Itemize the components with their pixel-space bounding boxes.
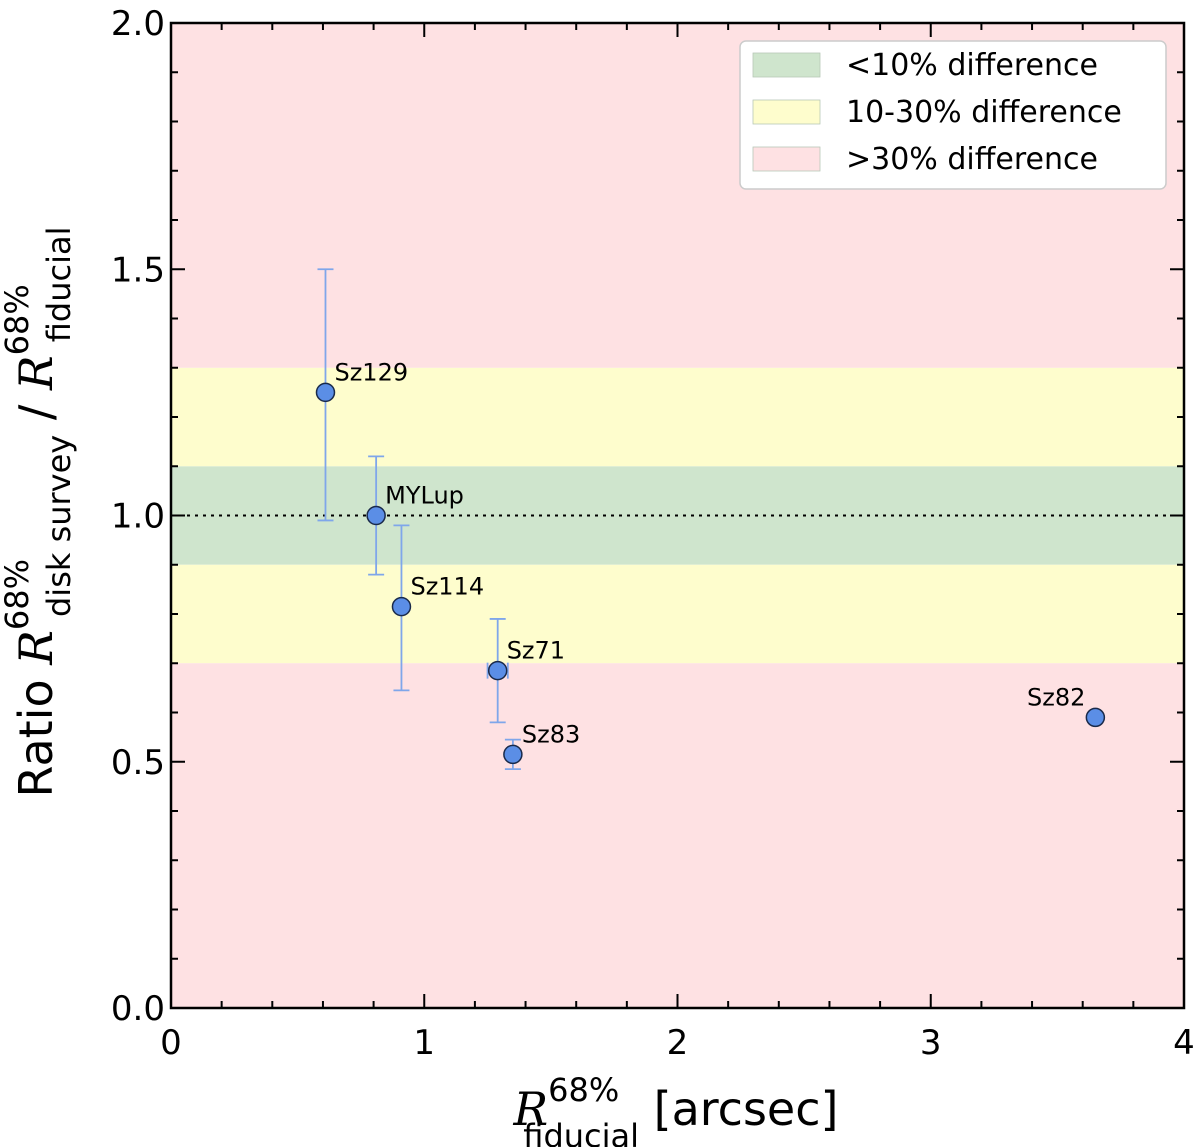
x-label-symbol: R <box>513 1082 549 1136</box>
y-tick-label: 2.0 <box>111 4 165 44</box>
band-1-range-0 <box>171 564 1184 664</box>
legend-swatch-0 <box>752 52 821 78</box>
x-label-unit: [arcsec] <box>639 1082 838 1136</box>
data-points <box>315 382 1106 765</box>
legend-swatch-2 <box>752 146 821 172</box>
point-annotations: Sz129 MYLup Sz114 Sz71 Sz83 Sz82 <box>334 358 1085 748</box>
point-mylup <box>366 505 386 526</box>
legend-label-2: >30% difference <box>846 142 1098 177</box>
label-sz71: Sz71 <box>507 637 565 665</box>
label-mylup: MYLup <box>385 482 464 510</box>
y-label-den-symbol: R <box>9 355 63 391</box>
y-label-num-superscript: 68% <box>0 559 36 630</box>
x-tick-label: 0 <box>160 1023 182 1063</box>
legend-label-1: 10-30% difference <box>846 95 1122 130</box>
y-label-divider: / <box>9 390 63 435</box>
y-tick-label: 1.5 <box>111 250 165 290</box>
legend-box <box>739 40 1167 190</box>
plot-frame <box>169 21 1186 1010</box>
x-axis-label: R68% fiducial [arcsec] <box>513 1071 839 1147</box>
legend-swatch-1 <box>752 99 821 125</box>
x-label-superscript: 68% <box>548 1071 619 1109</box>
y-label-den-subscript: fiducial <box>40 227 78 343</box>
x-tick-label: 1 <box>413 1023 435 1063</box>
label-sz114: Sz114 <box>410 573 484 601</box>
y-label-num-subscript: disk survey <box>40 435 78 617</box>
legend-label-0: <10% difference <box>846 48 1098 83</box>
point-sz114 <box>391 596 412 617</box>
y-tick-labels: 0.0 0.5 1.0 1.5 2.0 <box>111 4 165 1029</box>
label-sz83: Sz83 <box>522 720 580 748</box>
y-label-den-superscript: 68% <box>0 284 36 355</box>
y-axis-label: Ratio R68% disk survey / R68% fiducial <box>0 227 78 798</box>
point-sz82 <box>1085 707 1106 728</box>
x-label-subscript: fiducial <box>523 1117 639 1147</box>
x-tick-label: 4 <box>1173 1023 1195 1063</box>
label-sz129: Sz129 <box>334 358 408 386</box>
difference-bands <box>171 23 1184 1008</box>
legend: <10% difference 10-30% difference >30% dif… <box>739 40 1167 190</box>
y-tick-label: 0.5 <box>111 743 165 783</box>
y-label-prefix: Ratio <box>9 665 63 798</box>
band-1-range-1 <box>171 367 1184 467</box>
point-sz83 <box>503 744 523 765</box>
point-sz129 <box>315 382 336 403</box>
point-sz71 <box>487 660 508 681</box>
y-label-num-symbol: R <box>9 630 63 666</box>
x-tick-label: 2 <box>667 1023 689 1063</box>
y-tick-label: 0.0 <box>111 989 165 1029</box>
x-tick-label: 3 <box>920 1023 942 1063</box>
y-tick-label: 1.0 <box>111 497 165 537</box>
label-sz82: Sz82 <box>1027 683 1085 711</box>
band-2-range-0 <box>171 663 1184 1008</box>
x-tick-labels: 0 1 2 3 4 <box>160 1023 1195 1063</box>
